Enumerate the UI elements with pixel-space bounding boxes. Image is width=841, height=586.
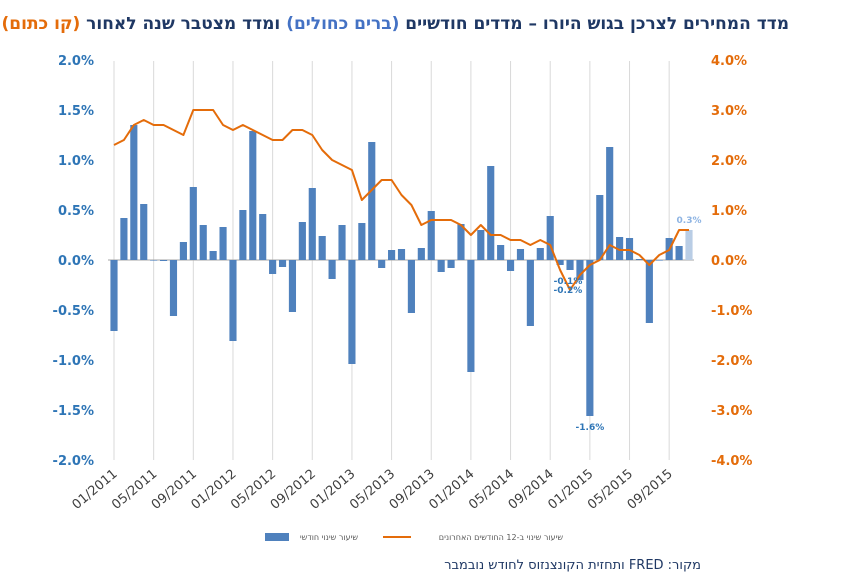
monthly-bar — [209, 251, 217, 260]
x-axis-ticks: 01/201105/201109/201101/201205/201209/20… — [70, 467, 676, 513]
source-note: מקור: FRED ותחזית הקונצנזוס לחודש נובמבר — [444, 558, 701, 573]
monthly-bar — [150, 260, 158, 261]
monthly-bar — [606, 147, 614, 260]
monthly-bar — [179, 242, 187, 260]
monthly-bar — [328, 260, 336, 279]
monthly-bar — [685, 230, 693, 260]
right-tick-label: 2.0% — [711, 154, 747, 169]
monthly-bar — [566, 260, 574, 270]
monthly-bar — [397, 249, 406, 260]
monthly-bar — [467, 260, 475, 372]
monthly-bar — [516, 249, 525, 260]
monthly-bar — [378, 260, 386, 268]
monthly-bar — [110, 260, 118, 331]
left-tick-label: 0.0% — [58, 254, 94, 269]
right-tick-label: 0.0% — [711, 254, 747, 269]
data-label: -0.1% — [554, 277, 583, 287]
monthly-bar — [288, 260, 297, 312]
x-tick-label: 09/2015 — [625, 467, 676, 513]
data-label: -0.2% — [554, 286, 583, 296]
left-tick-label: 0.5% — [58, 204, 94, 219]
right-tick-label: -4.0% — [711, 454, 752, 469]
monthly-bar — [477, 230, 485, 260]
monthly-bar — [318, 236, 326, 260]
data-label: -1.6% — [576, 423, 605, 433]
right-tick-label: 3.0% — [711, 104, 747, 119]
monthly-bar — [189, 187, 197, 260]
monthly-bar — [586, 260, 594, 416]
monthly-bar — [556, 260, 564, 265]
chart-title: מדד המחירים לצרכן בגוש היורו – מדדים חוד… — [2, 14, 790, 34]
legend: שיעור שינוי חודשי שיעור שינוי ב-12 החודש… — [265, 533, 563, 542]
monthly-bar — [229, 260, 237, 341]
data-label: 0.3% — [677, 216, 702, 226]
title-part-1: מדד המחירים לצרכן בגוש היורו – מדדים חוד… — [399, 14, 789, 34]
monthly-bar — [447, 260, 455, 268]
monthly-bar — [536, 248, 544, 260]
legend-bars-swatch — [265, 533, 289, 541]
monthly-bars — [110, 125, 693, 416]
monthly-bar — [269, 260, 277, 274]
monthly-bar — [169, 260, 178, 316]
annual-line — [113, 109, 689, 291]
monthly-bar — [388, 250, 396, 260]
monthly-bar — [249, 131, 257, 260]
left-tick-label: 2.0% — [58, 54, 94, 69]
right-tick-label: -1.0% — [711, 304, 752, 319]
monthly-bar — [199, 225, 207, 260]
monthly-bar — [645, 260, 653, 323]
right-tick-label: 1.0% — [711, 204, 747, 219]
legend-bars-label: שיעור שינוי חודשי — [300, 533, 358, 542]
monthly-bar — [348, 260, 356, 364]
data-labels: -0.1%-0.2% -1.6% 0.3% — [554, 216, 702, 433]
monthly-bar — [368, 142, 376, 260]
left-tick-label: -1.0% — [53, 354, 94, 369]
left-tick-label: 1.0% — [58, 154, 94, 169]
monthly-bar — [160, 260, 168, 261]
left-tick-label: 1.5% — [58, 104, 94, 119]
monthly-bar — [417, 248, 425, 260]
monthly-bar — [675, 246, 683, 260]
monthly-bar — [239, 210, 247, 260]
monthly-bar — [298, 222, 306, 260]
monthly-bar — [278, 260, 287, 267]
monthly-bar — [616, 237, 624, 260]
monthly-bar — [596, 195, 604, 260]
monthly-bar — [457, 224, 465, 260]
monthly-bar — [308, 188, 316, 260]
monthly-bar — [259, 214, 267, 260]
left-tick-label: -1.5% — [53, 404, 94, 419]
left-tick-label: -0.5% — [53, 304, 94, 319]
title-part-4: (קו כתום) — [1, 14, 81, 34]
monthly-bar — [655, 260, 663, 261]
left-axis-ticks: 2.0% 1.5% 1.0% 0.5% 0.0% -0.5% -1.0% -1.5% -2.0% — [53, 54, 94, 469]
left-tick-label: -2.0% — [53, 454, 94, 469]
monthly-bar — [130, 125, 138, 260]
right-tick-label: -2.0% — [711, 354, 752, 369]
monthly-bar — [338, 225, 346, 260]
monthly-bar — [576, 260, 584, 280]
legend-line-label: שיעור שינוי ב-12 החודשים האחרונים — [439, 533, 564, 542]
right-tick-label: 4.0% — [711, 54, 747, 69]
right-axis-ticks: 4.0% 3.0% 2.0% 1.0% 0.0% -1.0% -2.0% -3.0% -4.0% — [711, 54, 752, 469]
monthly-bar — [120, 218, 128, 260]
monthly-bar — [140, 204, 148, 260]
monthly-bar — [546, 216, 554, 260]
monthly-bar — [497, 245, 505, 260]
title-part-3: ומדד מצטבר שנה לאחור — [80, 14, 287, 34]
monthly-bar — [635, 259, 643, 260]
annual-change-line — [113, 109, 689, 291]
monthly-bar — [427, 211, 435, 260]
monthly-bar — [506, 260, 515, 271]
monthly-bar — [437, 260, 445, 272]
monthly-bar — [407, 260, 415, 313]
monthly-bar — [526, 260, 534, 326]
monthly-bar — [487, 166, 495, 260]
monthly-bar — [358, 223, 366, 260]
right-tick-label: -3.0% — [711, 404, 752, 419]
title-part-2: (ברים כחולים) — [286, 14, 400, 34]
monthly-bar — [219, 227, 227, 260]
